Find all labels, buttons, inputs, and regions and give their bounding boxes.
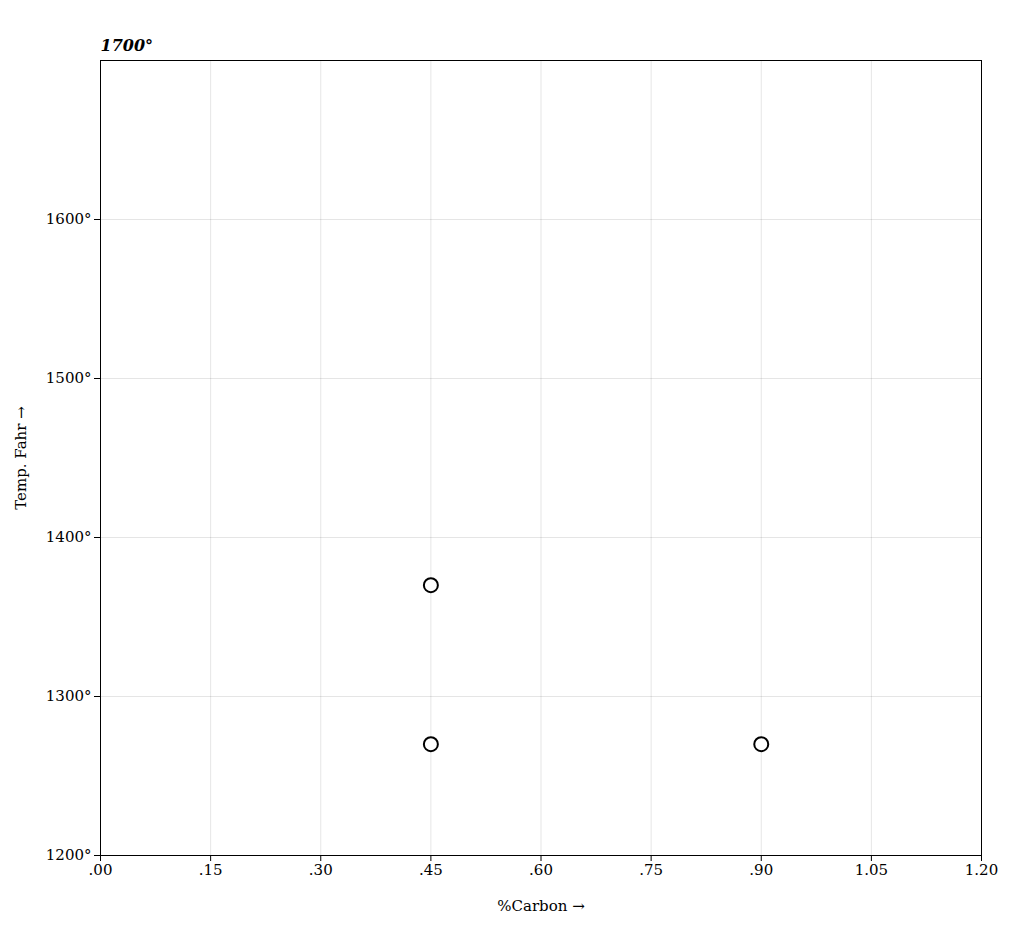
svg-text:.30: .30 [309,861,333,879]
svg-text:.60: .60 [529,861,553,879]
svg-text:Temp. Fahr →: Temp. Fahr → [12,406,30,510]
svg-text:1300°: 1300° [46,687,92,705]
svg-text:1400°: 1400° [46,528,92,546]
svg-text:1500°: 1500° [46,369,92,387]
svg-text:.00: .00 [89,861,113,879]
svg-text:1.20: 1.20 [965,861,998,879]
svg-text:1200°: 1200° [46,846,92,864]
svg-text:1.05: 1.05 [855,861,888,879]
svg-text:.75: .75 [639,861,663,879]
svg-text:.45: .45 [419,861,443,879]
svg-text:1700°: 1700° [101,36,154,55]
svg-text:1600°: 1600° [46,210,92,228]
svg-text:.15: .15 [199,861,223,879]
svg-text:%Carbon →: %Carbon → [497,897,585,915]
svg-text:.90: .90 [749,861,773,879]
